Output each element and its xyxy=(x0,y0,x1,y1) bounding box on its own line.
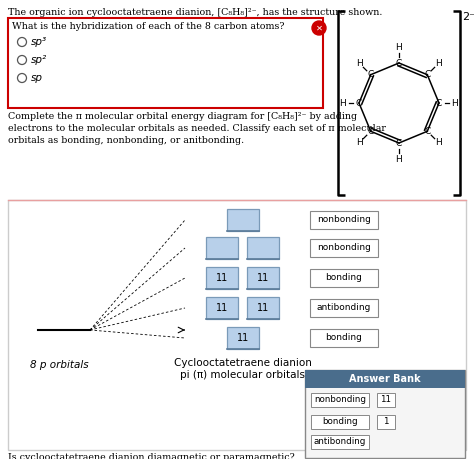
Text: antibonding: antibonding xyxy=(317,303,371,313)
Text: antibonding: antibonding xyxy=(314,437,366,447)
Bar xyxy=(247,267,279,289)
Bar xyxy=(305,370,465,388)
Bar xyxy=(227,327,259,349)
Text: C: C xyxy=(368,70,374,79)
Bar xyxy=(206,267,238,289)
Text: 11: 11 xyxy=(216,303,228,313)
Text: Cyclooctatetraene dianion: Cyclooctatetraene dianion xyxy=(174,358,312,368)
Text: H: H xyxy=(396,43,402,51)
Bar xyxy=(310,239,378,257)
Text: C: C xyxy=(356,99,362,107)
Bar xyxy=(8,18,323,108)
Text: C: C xyxy=(436,99,442,107)
Bar xyxy=(311,415,369,429)
Bar xyxy=(310,299,378,317)
Text: 11: 11 xyxy=(257,303,269,313)
Text: 11: 11 xyxy=(237,333,249,343)
Bar xyxy=(377,393,395,407)
Text: 2⁻: 2⁻ xyxy=(462,12,474,22)
Bar xyxy=(206,297,238,319)
Text: 11: 11 xyxy=(216,273,228,283)
Text: Complete the π molecular orbital energy diagram for [C₈H₈]²⁻ by adding: Complete the π molecular orbital energy … xyxy=(8,112,357,121)
Bar xyxy=(377,415,395,429)
Text: bonding: bonding xyxy=(326,274,363,282)
Text: sp²: sp² xyxy=(31,55,47,65)
Text: H: H xyxy=(435,59,442,68)
Text: H: H xyxy=(356,138,363,147)
Bar xyxy=(310,329,378,347)
Text: orbitals as bonding, nonbonding, or anitbonding.: orbitals as bonding, nonbonding, or anit… xyxy=(8,136,244,145)
Text: nonbonding: nonbonding xyxy=(317,215,371,224)
Bar xyxy=(247,237,279,259)
Text: 1: 1 xyxy=(383,418,389,426)
Bar xyxy=(310,269,378,287)
Text: Answer Bank: Answer Bank xyxy=(349,374,421,384)
Text: C: C xyxy=(396,139,402,147)
Bar xyxy=(227,209,259,231)
Text: The organic ion cyclooctatetraene dianion, [C₈H₈]²⁻, has the structure shown.: The organic ion cyclooctatetraene dianio… xyxy=(8,8,383,17)
Bar xyxy=(8,200,466,450)
Bar xyxy=(206,237,238,259)
Bar xyxy=(311,435,369,449)
Text: C: C xyxy=(424,127,430,136)
Text: H: H xyxy=(396,155,402,163)
Text: 11: 11 xyxy=(381,396,392,404)
Circle shape xyxy=(312,21,326,35)
Text: bonding: bonding xyxy=(326,334,363,342)
Text: C: C xyxy=(396,58,402,67)
Text: H: H xyxy=(356,59,363,68)
Text: electrons to the molecular orbitals as needed. Classify each set of π molecular: electrons to the molecular orbitals as n… xyxy=(8,124,386,133)
Bar xyxy=(310,211,378,229)
Text: H: H xyxy=(435,138,442,147)
Text: C: C xyxy=(368,127,374,136)
Text: H: H xyxy=(452,99,458,107)
Text: H: H xyxy=(340,99,346,107)
Text: What is the hybridization of each of the 8 carbon atoms?: What is the hybridization of each of the… xyxy=(12,22,284,31)
Text: sp: sp xyxy=(31,73,43,83)
Text: C: C xyxy=(424,70,430,79)
Circle shape xyxy=(314,23,324,33)
Text: 8 p orbitals: 8 p orbitals xyxy=(30,360,89,370)
Text: Is cyclooctatetraene dianion diamagnetic or paramagnetic?: Is cyclooctatetraene dianion diamagnetic… xyxy=(8,453,295,459)
Text: nonbonding: nonbonding xyxy=(317,244,371,252)
Text: ✕: ✕ xyxy=(316,23,322,33)
Text: sp³: sp³ xyxy=(31,37,47,47)
Text: pi (π) molecular orbitals: pi (π) molecular orbitals xyxy=(181,370,306,380)
Bar xyxy=(305,370,465,458)
Text: nonbonding: nonbonding xyxy=(314,396,366,404)
Bar xyxy=(247,297,279,319)
Text: 11: 11 xyxy=(257,273,269,283)
Bar xyxy=(311,393,369,407)
Text: bonding: bonding xyxy=(322,418,358,426)
